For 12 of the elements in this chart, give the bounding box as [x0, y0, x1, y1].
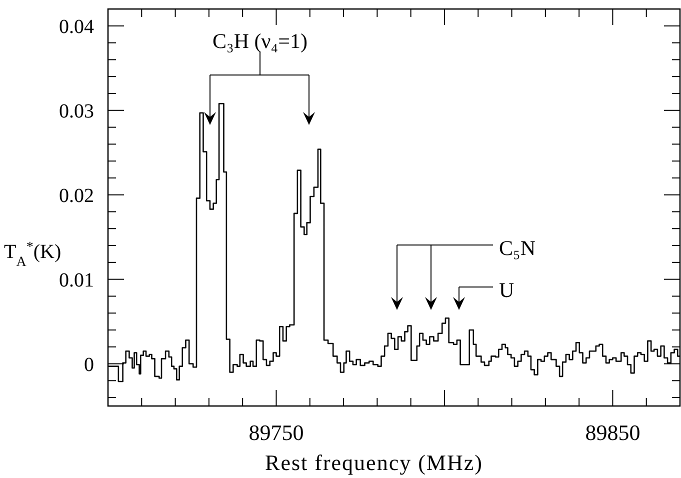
y-axis-title: T$_{A}$$^{*}$(K)	[4, 240, 62, 270]
y-tick-label: 0.01	[59, 269, 94, 292]
annotation: C₅N	[499, 236, 536, 260]
x-tick-label: 89850	[585, 420, 640, 445]
x-axis-title: Rest frequency (MHz)	[265, 450, 483, 475]
y-tick-label: 0.02	[59, 184, 94, 207]
y-tick-label: 0	[84, 354, 94, 376]
y-tick-label: 0.03	[59, 100, 94, 122]
annotation: C₃H (ν₄=1)	[212, 29, 308, 53]
annotation: U	[499, 278, 514, 302]
y-tick-label: 0.04	[59, 16, 94, 38]
x-tick-label: 89750	[248, 420, 304, 445]
